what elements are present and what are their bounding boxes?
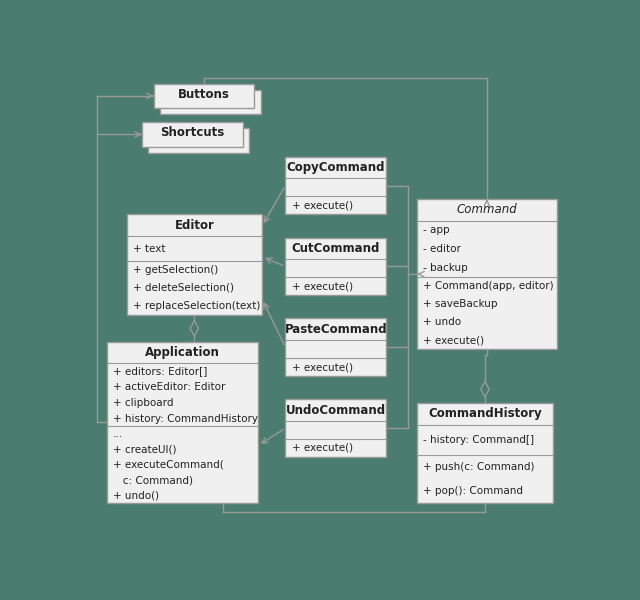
Text: Command: Command [456, 203, 517, 217]
Text: Editor: Editor [174, 219, 214, 232]
Text: + text: + text [132, 244, 165, 254]
Text: + executeCommand(: + executeCommand( [113, 460, 224, 470]
Text: + createUI(): + createUI() [113, 445, 177, 454]
Text: - history: Command[]: - history: Command[] [423, 435, 534, 445]
Text: + history: CommandHistory: + history: CommandHistory [113, 413, 259, 424]
Text: + execute(): + execute() [292, 443, 353, 453]
Text: + clipboard: + clipboard [113, 398, 174, 407]
Text: CutCommand: CutCommand [292, 242, 380, 255]
Text: Shortcuts: Shortcuts [160, 127, 225, 139]
Bar [154, 83, 254, 108]
Text: + activeEditor: Editor: + activeEditor: Editor [113, 382, 226, 392]
Bar [285, 238, 386, 295]
Text: + editors: Editor[]: + editors: Editor[] [113, 366, 208, 376]
Bar [285, 319, 386, 376]
Text: + undo(): + undo() [113, 491, 159, 500]
Text: + getSelection(): + getSelection() [132, 265, 218, 275]
Bar [127, 214, 262, 314]
Text: CommandHistory: CommandHistory [428, 407, 542, 421]
Bar [107, 341, 259, 503]
Bar [142, 122, 243, 146]
Text: + execute(): + execute() [292, 281, 353, 291]
Text: - backup: - backup [423, 263, 468, 273]
Text: + Command(app, editor): + Command(app, editor) [423, 281, 554, 292]
Text: + replaceSelection(text): + replaceSelection(text) [132, 301, 260, 311]
Text: - editor: - editor [423, 244, 461, 254]
Text: + undo: + undo [423, 317, 461, 327]
Text: c: Command): c: Command) [113, 475, 193, 485]
Text: - app: - app [423, 225, 450, 235]
Text: + push(c: Command): + push(c: Command) [423, 462, 535, 472]
Text: + execute(): + execute() [423, 335, 484, 345]
Text: + execute(): + execute() [292, 200, 353, 211]
Text: + saveBackup: + saveBackup [423, 299, 498, 309]
Text: CopyCommand: CopyCommand [287, 161, 385, 174]
Text: UndoCommand: UndoCommand [285, 404, 386, 416]
Bar [148, 128, 249, 153]
Text: PasteCommand: PasteCommand [284, 323, 387, 335]
Bar [285, 157, 386, 214]
Text: + deleteSelection(): + deleteSelection() [132, 283, 234, 293]
Text: + pop(): Command: + pop(): Command [423, 486, 524, 496]
Text: + execute(): + execute() [292, 362, 353, 372]
Text: Buttons: Buttons [178, 88, 230, 101]
Bar [285, 399, 386, 457]
Bar [417, 403, 553, 503]
Text: Application: Application [145, 346, 220, 359]
Bar [417, 199, 557, 349]
Bar [160, 90, 260, 115]
Text: ...: ... [113, 429, 124, 439]
